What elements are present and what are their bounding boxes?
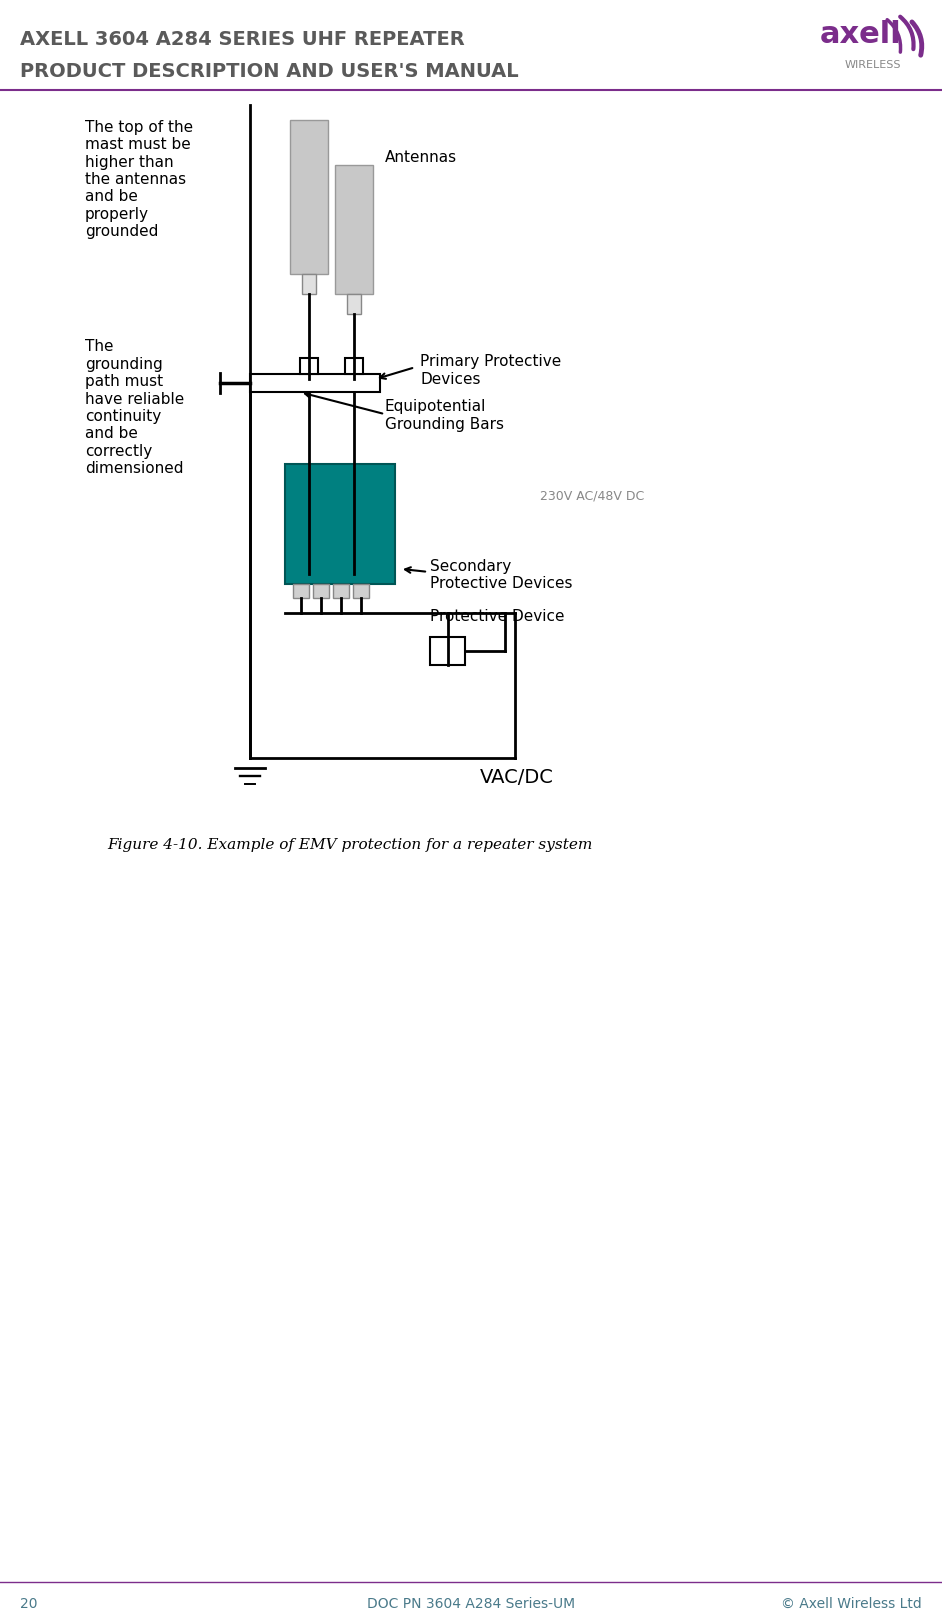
Text: DOC PN 3604 A284 Series-UM: DOC PN 3604 A284 Series-UM <box>367 1596 575 1611</box>
Bar <box>345 358 363 374</box>
Text: Figure 4-10. Example of EMV protection for a repeater system: Figure 4-10. Example of EMV protection f… <box>107 838 593 852</box>
Text: WIRELESS: WIRELESS <box>845 60 901 69</box>
Bar <box>335 165 373 294</box>
Text: Primary Protective
Devices: Primary Protective Devices <box>420 355 561 387</box>
Bar <box>300 358 318 374</box>
Text: Equipotential
Grounding Bars: Equipotential Grounding Bars <box>385 399 504 431</box>
Bar <box>430 638 465 665</box>
Bar <box>290 119 328 274</box>
Bar <box>285 465 395 584</box>
Text: PRODUCT DESCRIPTION AND USER'S MANUAL: PRODUCT DESCRIPTION AND USER'S MANUAL <box>20 61 519 81</box>
Text: Secondary
Protective Devices: Secondary Protective Devices <box>430 558 573 591</box>
Bar <box>353 584 369 597</box>
Bar <box>293 584 309 597</box>
Bar <box>313 584 329 597</box>
Text: Protective Device: Protective Device <box>430 608 564 623</box>
Text: 20: 20 <box>20 1596 38 1611</box>
Text: © Axell Wireless Ltd: © Axell Wireless Ltd <box>781 1596 922 1611</box>
Bar <box>347 294 361 315</box>
Text: AXELL 3604 A284 SERIES UHF REPEATER: AXELL 3604 A284 SERIES UHF REPEATER <box>20 31 464 48</box>
Text: Antennas: Antennas <box>385 150 457 165</box>
Bar <box>250 374 380 392</box>
Bar <box>333 584 349 597</box>
Text: The top of the
mast must be
higher than
the antennas
and be
properly
grounded: The top of the mast must be higher than … <box>85 119 193 239</box>
Text: axell: axell <box>820 19 901 48</box>
Text: 230V AC/48V DC: 230V AC/48V DC <box>540 489 644 502</box>
Bar <box>302 274 316 294</box>
Text: VAC/DC: VAC/DC <box>480 768 554 788</box>
Text: The
grounding
path must
have reliable
continuity
and be
correctly
dimensioned: The grounding path must have reliable co… <box>85 339 185 476</box>
